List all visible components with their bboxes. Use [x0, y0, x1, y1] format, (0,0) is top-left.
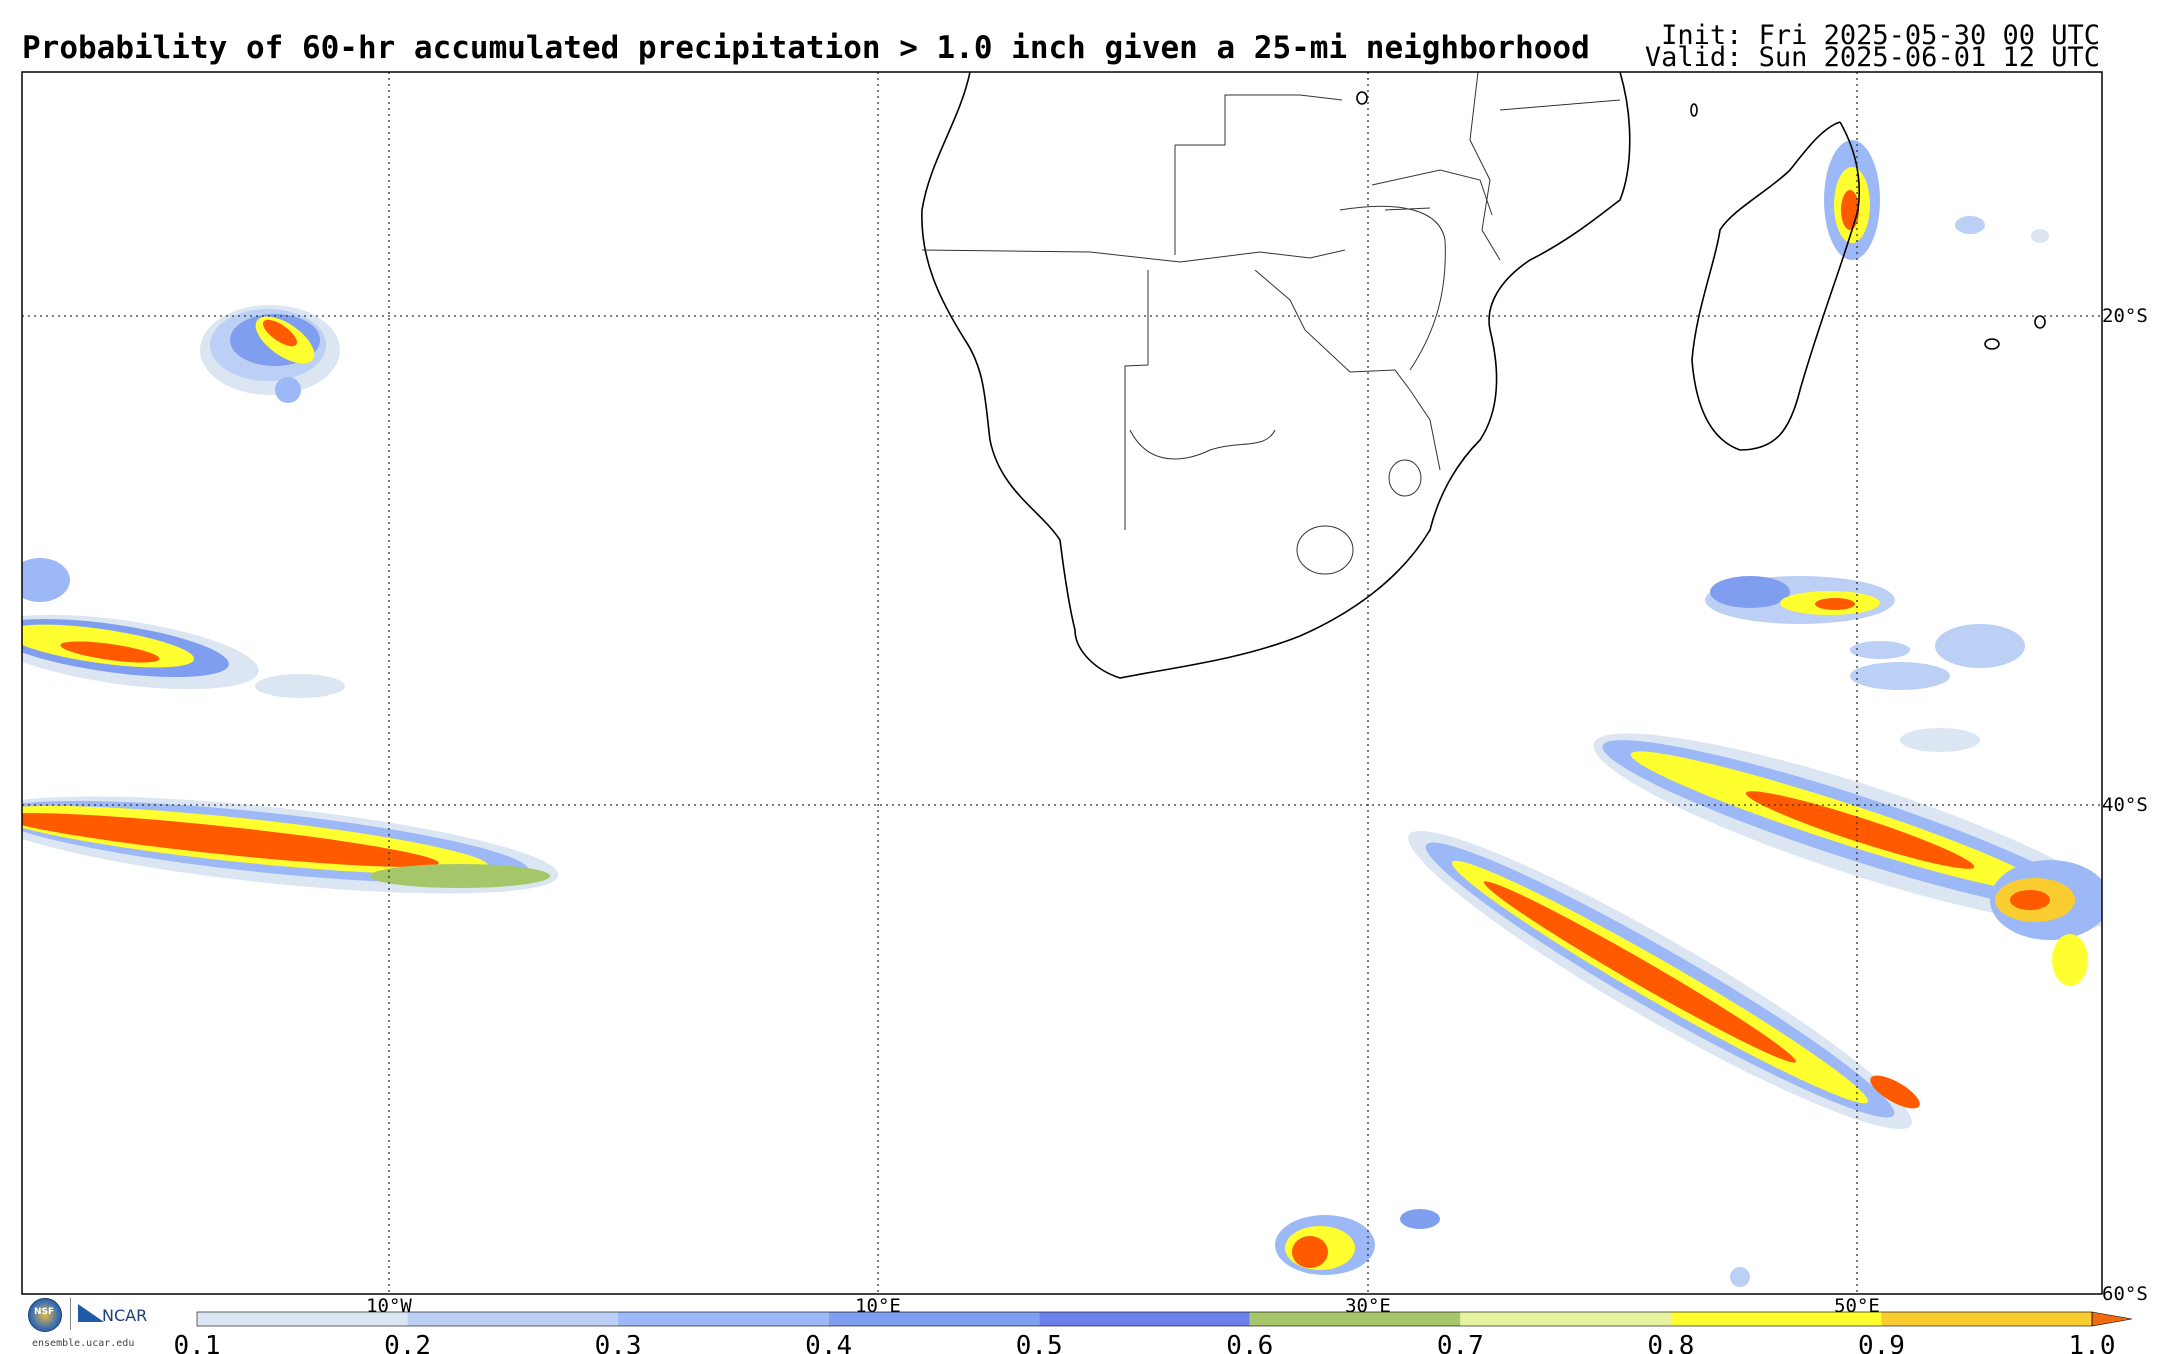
valid-time: Valid: Sun 2025-06-01 12 UTC [1644, 42, 2100, 73]
precip-band-w-lower [22, 796, 559, 894]
colorbar: 0.1 0.2 0.3 0.4 0.5 0.6 0.7 0.8 0.9 1.0 [174, 1311, 2133, 1354]
site-url: ensemble.ucar.edu [32, 1338, 135, 1349]
colorbar-segment [1249, 1312, 1461, 1326]
logo-area: NSF NCAR ensemble.ucar.edu [22, 1296, 162, 1354]
init-time: Init: Fri 2025-05-30 00 UTC [1661, 20, 2100, 51]
ncar-logo-text: NCAR [102, 1306, 148, 1325]
ncar-logo-icon [78, 1304, 104, 1322]
colorbar-segment [407, 1312, 619, 1326]
precip-cell-nw [200, 305, 340, 403]
lat-label-40s: 40°S [2102, 794, 2148, 816]
colorbar-tick-label: 0.4 [805, 1331, 852, 1354]
madagascar-outline [1691, 121, 1860, 451]
precip-cell-se-upper [1705, 576, 2025, 752]
lat-label-20s: 20°S [2102, 305, 2148, 327]
precip-band-w-upper [22, 558, 345, 698]
colorbar-tick-label: 0.2 [384, 1331, 431, 1354]
nsf-logo-icon [28, 1298, 62, 1332]
colorbar-tick-label: 0.8 [1647, 1331, 1694, 1354]
country-borders [921, 72, 1621, 575]
colorbar-segment [1670, 1312, 1882, 1326]
lon-label-30e: 30°E [1345, 1295, 1391, 1317]
map-frame [21, 71, 2103, 1295]
nsf-logo-text: NSF [34, 1307, 55, 1317]
colorbar-tick-label: 0.7 [1437, 1331, 1484, 1354]
precip-band-se-upper [1593, 733, 2102, 986]
precip-band-se-lower [1408, 830, 1920, 1130]
lon-label-10e: 10°E [855, 1295, 901, 1317]
colorbar-tick-label: 1.0 [2069, 1331, 2116, 1354]
colorbar-tick-label: 0.9 [1858, 1331, 1905, 1354]
colorbar-segment [828, 1312, 1040, 1326]
lon-label-50e: 50°E [1834, 1295, 1880, 1317]
colorbar-segment [1460, 1312, 1671, 1326]
colorbar-segment [197, 1312, 408, 1326]
colorbar-segment [1881, 1312, 2092, 1326]
colorbar-tick-label: 0.1 [174, 1331, 221, 1354]
lon-label-10w: 10°W [366, 1295, 412, 1317]
colorbar-extend-arrow [2091, 1311, 2133, 1327]
lat-lon-grid [22, 72, 2102, 1294]
precip-cell-s [1275, 1209, 1750, 1287]
colorbar-tick-label: 0.3 [595, 1331, 642, 1354]
map-title: Probability of 60-hr accumulated precipi… [22, 30, 1590, 66]
coastlines [921, 72, 2046, 679]
colorbar-outline [196, 1311, 2093, 1327]
logo-divider [70, 1298, 71, 1330]
precip-cell-madagascar [1824, 140, 1880, 260]
colorbar-segment [618, 1312, 829, 1326]
lat-label-60s: 60°S [2102, 1283, 2148, 1305]
colorbar-tick-label: 0.5 [1016, 1331, 1063, 1354]
probability-shading [22, 140, 2102, 1287]
colorbar-segment [1039, 1312, 1250, 1326]
colorbar-tick-label: 0.6 [1226, 1331, 1273, 1354]
